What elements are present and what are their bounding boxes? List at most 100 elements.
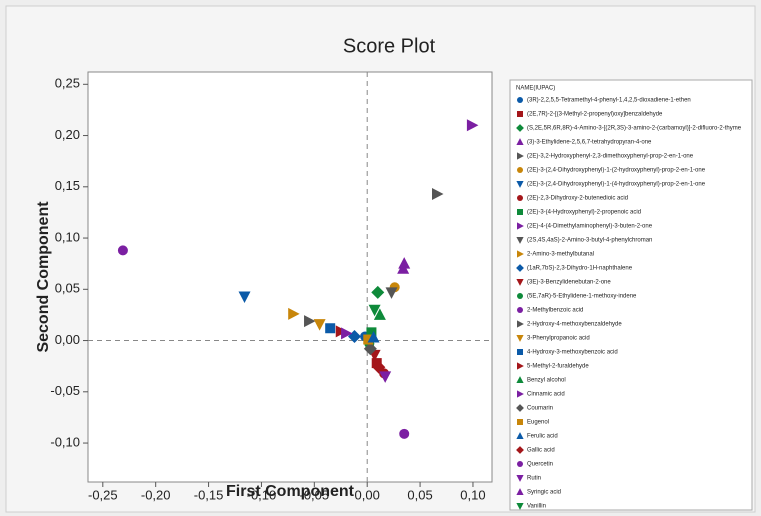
legend-label: Gallic acid — [527, 448, 555, 454]
legend-marker — [516, 446, 524, 454]
point — [363, 334, 374, 345]
legend-box — [509, 79, 753, 511]
legend-marker — [517, 152, 524, 160]
legend-label: (2E)-2,3-Dihydroxy-2-butenedioic acid — [527, 196, 628, 202]
point — [399, 428, 410, 439]
point — [367, 330, 380, 343]
x-tick-label: -0,25 — [88, 487, 118, 502]
legend-title: NAME(IUPAC) — [516, 86, 555, 92]
x-tick-label: -0,05 — [300, 487, 330, 502]
legend-label: Ferulic acid — [527, 434, 558, 440]
legend-label: 2-Methylbenzoic acid — [527, 308, 583, 314]
legend-marker — [516, 264, 524, 272]
legend-label: 2-Hydroxy-4-methoxybenzaldehyde — [527, 322, 622, 328]
x-tick-label: -0,10 — [247, 487, 277, 502]
legend-label: (2E)-3-(2,4-Dihydroxyphenyl)-1-(4-hydrox… — [527, 182, 706, 188]
x-axis-label: First Component — [226, 483, 355, 500]
legend-marker — [517, 293, 523, 299]
legend-label: Vanillin — [527, 504, 546, 510]
chart-title: Score Plot — [343, 35, 436, 57]
plot-area — [87, 71, 493, 483]
legend-label: Coumarin — [527, 406, 553, 412]
point — [117, 245, 128, 256]
legend-marker — [517, 250, 524, 258]
point — [432, 187, 444, 200]
legend-label: (2E)-4-(4-Dimethylaminophenyl)-3-buten-2… — [527, 224, 653, 230]
legend-label: (2E)-3-(2,4-Dihydroxyphenyl)-1-(2-hydrox… — [527, 168, 706, 174]
legend-marker — [516, 404, 524, 412]
point — [379, 371, 392, 383]
y-tick-label: 0,25 — [55, 76, 80, 91]
legend-marker — [516, 181, 524, 188]
legend-label: (2E,7R)-2-[(3-Methyl-2-propenyl)oxy]benz… — [527, 112, 663, 118]
legend-marker — [517, 390, 524, 398]
x-tick-label: 0,05 — [407, 487, 432, 502]
legend-marker — [516, 237, 524, 244]
legend-label: (5E,7aR)-5-Ethylidene-1-methoxy-indene — [527, 294, 637, 300]
y-axis-label: Second Component — [35, 201, 52, 353]
legend-marker — [516, 124, 524, 132]
legend-marker — [516, 335, 524, 342]
legend-marker — [517, 195, 523, 201]
point — [288, 307, 300, 320]
point — [397, 262, 410, 274]
point — [368, 304, 381, 317]
y-tick-label: 0,10 — [55, 229, 80, 244]
legend-marker — [517, 320, 524, 328]
legend-marker — [517, 167, 523, 173]
point — [366, 327, 377, 338]
legend-marker — [516, 488, 524, 495]
point — [372, 360, 386, 374]
legend-marker — [517, 111, 523, 117]
legend-label: 2-Amino-3-methylbutanal — [527, 252, 594, 258]
x-tick-label: 0,00 — [355, 487, 380, 502]
y-tick-label: 0,05 — [55, 281, 80, 296]
legend-marker — [517, 97, 523, 103]
point — [363, 342, 377, 356]
legend-label: (2E)-3,2-Hydroxyphenyl-2,3-dimethoxyphen… — [527, 154, 694, 160]
legend-label: Benzyl alcohol — [527, 378, 566, 384]
legend-label: (2E)-3-(4-Hydroxyphenyl)-2-propenoic aci… — [527, 210, 641, 216]
legend-label: 3-Phenylpropanoic acid — [527, 336, 590, 342]
legend-marker — [517, 222, 524, 230]
legend-label: Quercetin — [527, 462, 553, 468]
y-tick-label: -0,10 — [50, 434, 80, 449]
point — [373, 308, 386, 320]
legend-marker — [517, 362, 524, 370]
point — [398, 257, 411, 269]
legend-label: (3)-3-Ethylidene-2,5,6,7-tetrahydropyran… — [527, 140, 652, 146]
legend-label: (3E)-3-Benzylidenebutan-2-one — [527, 280, 611, 286]
legend-label: Cinnamic acid — [527, 392, 565, 398]
y-tick-label: -0,05 — [50, 383, 80, 398]
legend-label: 5-Methyl-2-furaldehyde — [527, 364, 589, 370]
x-tick-label: -0,15 — [194, 487, 224, 502]
legend-marker — [517, 349, 523, 355]
point — [371, 285, 385, 299]
y-tick-label: 0,20 — [55, 127, 80, 142]
legend-marker — [516, 138, 524, 145]
point — [341, 327, 353, 340]
legend-marker — [517, 209, 523, 215]
legend-marker — [516, 432, 524, 439]
legend-label: (3R)-2,2,5,5-Tetramethyl-4-phenyl-1,4,2,… — [527, 98, 691, 104]
point — [313, 319, 326, 331]
legend-marker — [517, 419, 523, 425]
x-tick-label: 0,10 — [460, 487, 485, 502]
point — [466, 119, 479, 132]
y-tick-label: 0,15 — [55, 178, 80, 193]
y-tick-label: 0,00 — [55, 332, 80, 347]
legend-label: Syringic acid — [527, 490, 561, 496]
point — [304, 315, 316, 328]
legend-label: (1aR,7bS)-2,3-Dihydro-1H-naphthalene — [527, 266, 633, 272]
legend-marker — [516, 503, 524, 510]
legend-marker — [516, 376, 524, 383]
legend-label: 4-Hydroxy-3-methoxybenzoic acid — [527, 350, 618, 356]
legend-label: Eugenol — [527, 420, 549, 426]
legend-label: (2S,4S,4aS)-2-Amino-3-butyl-4-phenylchro… — [527, 238, 652, 244]
point — [238, 291, 251, 303]
legend-label: Rutin — [527, 476, 541, 482]
legend-marker — [516, 279, 524, 286]
x-tick-label: -0,20 — [141, 487, 171, 502]
legend-marker — [517, 307, 523, 313]
